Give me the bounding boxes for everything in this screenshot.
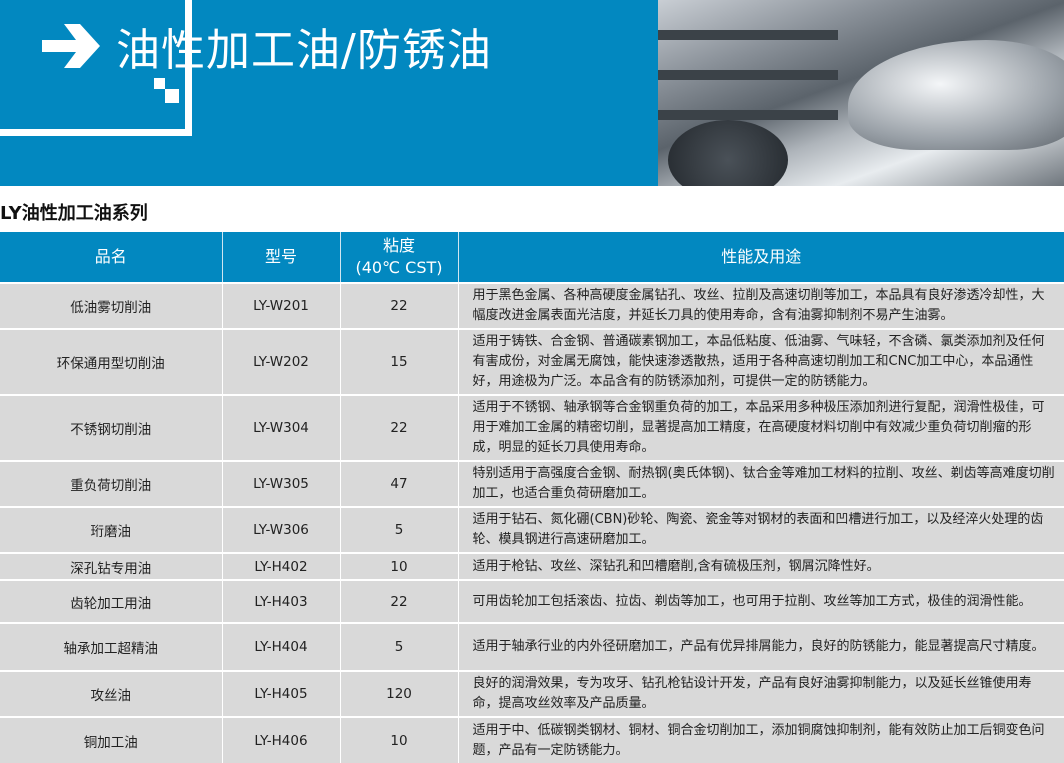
page-title: 油性加工油/防锈油 xyxy=(42,14,492,78)
product-usage: 用于黑色金属、各种高硬度金属钻孔、攻丝、拉削及高速切削等加工，本品具有良好渗透冷… xyxy=(458,282,1064,329)
product-name: 低油雾切削油 xyxy=(0,282,223,329)
product-name: 不锈钢切削油 xyxy=(0,394,223,461)
product-viscosity: 10 xyxy=(340,716,459,763)
table-row: 轴承加工超精油 LY-H404 5 适用于轴承行业的内外径研磨加工，产品有优异排屑能力… xyxy=(0,622,1064,671)
product-model: LY-H402 xyxy=(222,552,341,580)
product-name: 珩磨油 xyxy=(0,506,223,553)
product-table: 品名 型号 粘度 (40℃ CST) 性能及用途 低油雾切削油 LY-W201 22 用… xyxy=(0,232,1064,763)
decorative-square xyxy=(165,89,179,103)
product-usage: 适用于枪钻、攻丝、深钻孔和凹槽磨削,含有硫极压剂，钢屑沉降性好。 xyxy=(458,552,1064,580)
product-usage: 适用于不锈钢、轴承钢等合金钢重负荷的加工，本品采用多种极压添加剂进行复配，润滑性… xyxy=(458,394,1064,461)
product-viscosity: 5 xyxy=(340,622,459,671)
product-model: LY-W305 xyxy=(222,460,341,507)
product-viscosity: 22 xyxy=(340,282,459,329)
product-usage: 适用于钻石、氮化硼(CBN)砂轮、陶瓷、瓷金等对钢材的表面和凹槽进行加工，以及经… xyxy=(458,506,1064,553)
decorative-square xyxy=(154,78,165,89)
product-viscosity: 47 xyxy=(340,460,459,507)
product-usage: 适用于轴承行业的内外径研磨加工，产品有优异排屑能力，良好的防锈能力，能显著提高尺… xyxy=(458,622,1064,671)
table-row: 环保通用型切削油 LY-W202 15 适用于铸铁、合金钢、普通碳素钢加工，本品低粘度… xyxy=(0,328,1064,395)
section-title: LY油性加工油系列 xyxy=(0,203,148,224)
col-usage: 性能及用途 xyxy=(458,232,1064,283)
product-model: LY-H404 xyxy=(222,622,341,671)
header-banner: 油性加工油/防锈油 xyxy=(0,0,1064,186)
page-title-text: 油性加工油/防锈油 xyxy=(116,25,492,76)
product-viscosity: 15 xyxy=(340,328,459,395)
product-model: LY-W201 xyxy=(222,282,341,329)
product-viscosity: 10 xyxy=(340,552,459,580)
product-name: 攻丝油 xyxy=(0,670,223,717)
product-model: LY-H405 xyxy=(222,670,341,717)
machining-photo xyxy=(658,0,1064,186)
product-name: 齿轮加工用油 xyxy=(0,579,223,623)
table-row: 深孔钻专用油 LY-H402 10 适用于枪钻、攻丝、深钻孔和凹槽磨削,含有硫极压剂，… xyxy=(0,552,1064,580)
product-viscosity: 5 xyxy=(340,506,459,553)
decorative-frame xyxy=(0,0,192,136)
product-usage: 适用于中、低碳钢类钢材、铜材、铜合金切削加工，添加铜腐蚀抑制剂，能有效防止加工后… xyxy=(458,716,1064,763)
table-row: 不锈钢切削油 LY-W304 22 适用于不锈钢、轴承钢等合金钢重负荷的加工，本品采用… xyxy=(0,394,1064,461)
table-row: 低油雾切削油 LY-W201 22 用于黑色金属、各种高硬度金属钻孔、攻丝、拉削及高速… xyxy=(0,282,1064,329)
table-row: 重负荷切削油 LY-W305 47 特别适用于高强度合金钢、耐热钢(奥氏体钢)、钛合金… xyxy=(0,460,1064,507)
table-row: 铜加工油 LY-H406 10 适用于中、低碳钢类钢材、铜材、铜合金切削加工，添加铜腐… xyxy=(0,716,1064,763)
col-model: 型号 xyxy=(222,232,341,283)
product-model: LY-H406 xyxy=(222,716,341,763)
product-viscosity: 22 xyxy=(340,394,459,461)
table-header: 品名 型号 粘度 (40℃ CST) 性能及用途 xyxy=(0,232,1064,283)
product-usage: 适用于铸铁、合金钢、普通碳素钢加工，本品低粘度、低油雾、气味轻，不含磷、氯类添加… xyxy=(458,328,1064,395)
product-name: 轴承加工超精油 xyxy=(0,622,223,671)
table-row: 齿轮加工用油 LY-H403 22 可用齿轮加工包括滚齿、拉齿、剃齿等加工，也可用于拉… xyxy=(0,579,1064,623)
product-model: LY-W304 xyxy=(222,394,341,461)
product-name: 铜加工油 xyxy=(0,716,223,763)
col-viscosity: 粘度 (40℃ CST) xyxy=(340,232,459,283)
product-name: 重负荷切削油 xyxy=(0,460,223,507)
table-row: 攻丝油 LY-H405 120 良好的润滑效果，专为攻牙、钻孔枪钻设计开发，产品有良好… xyxy=(0,670,1064,717)
product-viscosity: 22 xyxy=(340,579,459,623)
product-model: LY-W306 xyxy=(222,506,341,553)
arrow-right-icon xyxy=(42,24,100,68)
product-usage: 良好的润滑效果，专为攻牙、钻孔枪钻设计开发，产品有良好油雾抑制能力，以及延长丝锥… xyxy=(458,670,1064,717)
product-name: 环保通用型切削油 xyxy=(0,328,223,395)
product-viscosity: 120 xyxy=(340,670,459,717)
product-model: LY-H403 xyxy=(222,579,341,623)
product-model: LY-W202 xyxy=(222,328,341,395)
product-usage: 可用齿轮加工包括滚齿、拉齿、剃齿等加工，也可用于拉削、攻丝等加工方式，极佳的润滑… xyxy=(458,579,1064,623)
col-name: 品名 xyxy=(0,232,223,283)
product-usage: 特别适用于高强度合金钢、耐热钢(奥氏体钢)、钛合金等难加工材料的拉削、攻丝、剃齿… xyxy=(458,460,1064,507)
product-name: 深孔钻专用油 xyxy=(0,552,223,580)
table-row: 珩磨油 LY-W306 5 适用于钻石、氮化硼(CBN)砂轮、陶瓷、瓷金等对钢材的表面… xyxy=(0,506,1064,553)
